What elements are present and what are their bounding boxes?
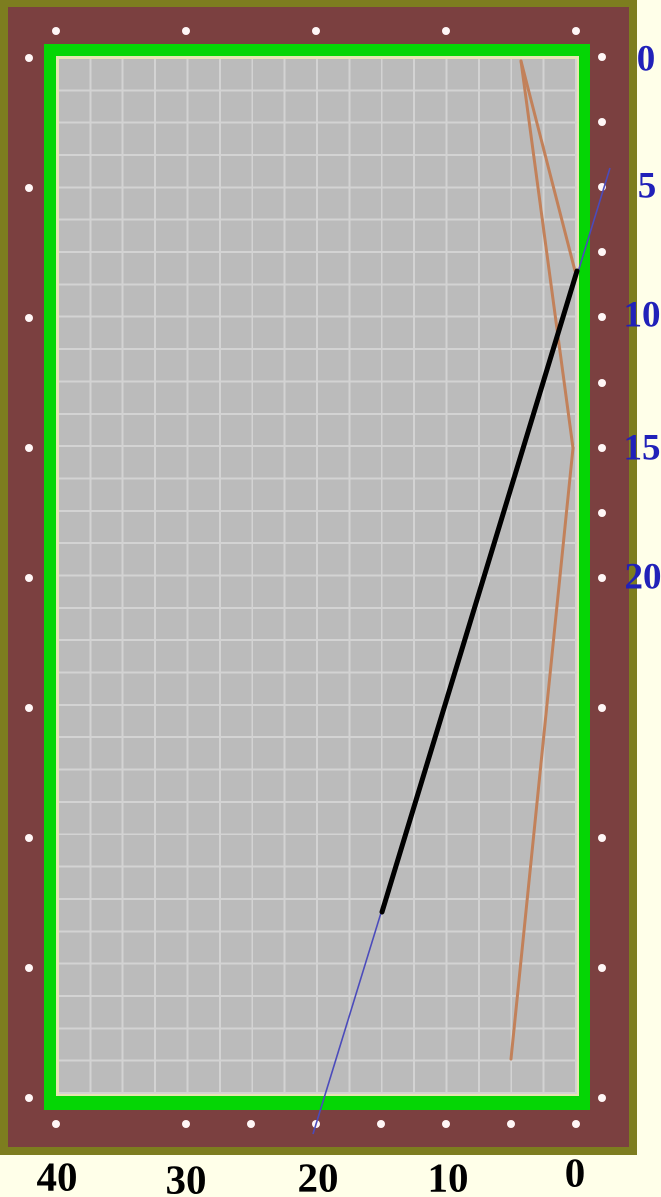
diamond-sight-left-7: [25, 964, 33, 972]
diamond-sight-right-9: [598, 704, 606, 712]
diamond-sight-right-12: [598, 1094, 606, 1102]
diamond-sight-right-1: [598, 118, 606, 126]
diamond-sight-left-6: [25, 834, 33, 842]
diamond-sight-left-1: [25, 184, 33, 192]
diamond-sight-right-11: [598, 964, 606, 972]
diamond-sight-bottom-7: [572, 1120, 580, 1128]
diamond-sight-top-1: [182, 27, 190, 35]
diamond-sight-right-5: [598, 379, 606, 387]
bottom-rail-label-40: 40: [36, 1153, 78, 1197]
playfield-grid[interactable]: [59, 59, 577, 1094]
rebound-path-segment-0: [519, 59, 577, 273]
diamond-sight-left-0: [25, 54, 33, 62]
rebound-path-segment-2: [509, 446, 575, 1061]
diamond-sight-bottom-2: [247, 1120, 255, 1128]
diamond-sight-right-6: [598, 444, 606, 452]
bottom-rail-label-10: 10: [427, 1154, 469, 1197]
right-rail-label-0: 0: [636, 38, 656, 80]
diamond-sight-bottom-0: [52, 1120, 60, 1128]
rebound-path-segment-1: [519, 59, 575, 450]
diamond-sight-left-3: [25, 444, 33, 452]
cue-travel-line: [379, 268, 580, 915]
diamond-sight-right-7: [598, 509, 606, 517]
diamond-sight-top-3: [442, 27, 450, 35]
diamond-sight-right-4: [598, 313, 606, 321]
right-rail-label-20: 20: [624, 556, 661, 598]
diamond-sight-right-10: [598, 834, 606, 842]
right-rail-label-15: 15: [623, 427, 661, 469]
bottom-rail-label-0: 0: [564, 1149, 586, 1196]
diamond-sight-left-5: [25, 704, 33, 712]
diamond-sight-right-0: [598, 53, 606, 61]
right-rail-label-10: 10: [623, 294, 661, 336]
diamond-sight-top-2: [312, 27, 320, 35]
diamond-sight-top-0: [52, 27, 60, 35]
diamond-sight-bottom-5: [442, 1120, 450, 1128]
diamond-sight-bottom-4: [377, 1120, 385, 1128]
diamond-sight-top-4: [572, 27, 580, 35]
bottom-rail-label-20: 20: [297, 1154, 339, 1197]
diamond-sight-right-8: [598, 574, 606, 582]
diamond-sight-left-2: [25, 314, 33, 322]
diamond-sight-bottom-6: [507, 1120, 515, 1128]
bottom-rail-label-30: 30: [165, 1156, 207, 1197]
diamond-sight-left-4: [25, 574, 33, 582]
diamond-sight-left-8: [25, 1094, 33, 1102]
diamond-sight-bottom-1: [182, 1120, 190, 1128]
diamond-sight-right-3: [598, 248, 606, 256]
right-rail-label-5: 5: [637, 165, 657, 207]
